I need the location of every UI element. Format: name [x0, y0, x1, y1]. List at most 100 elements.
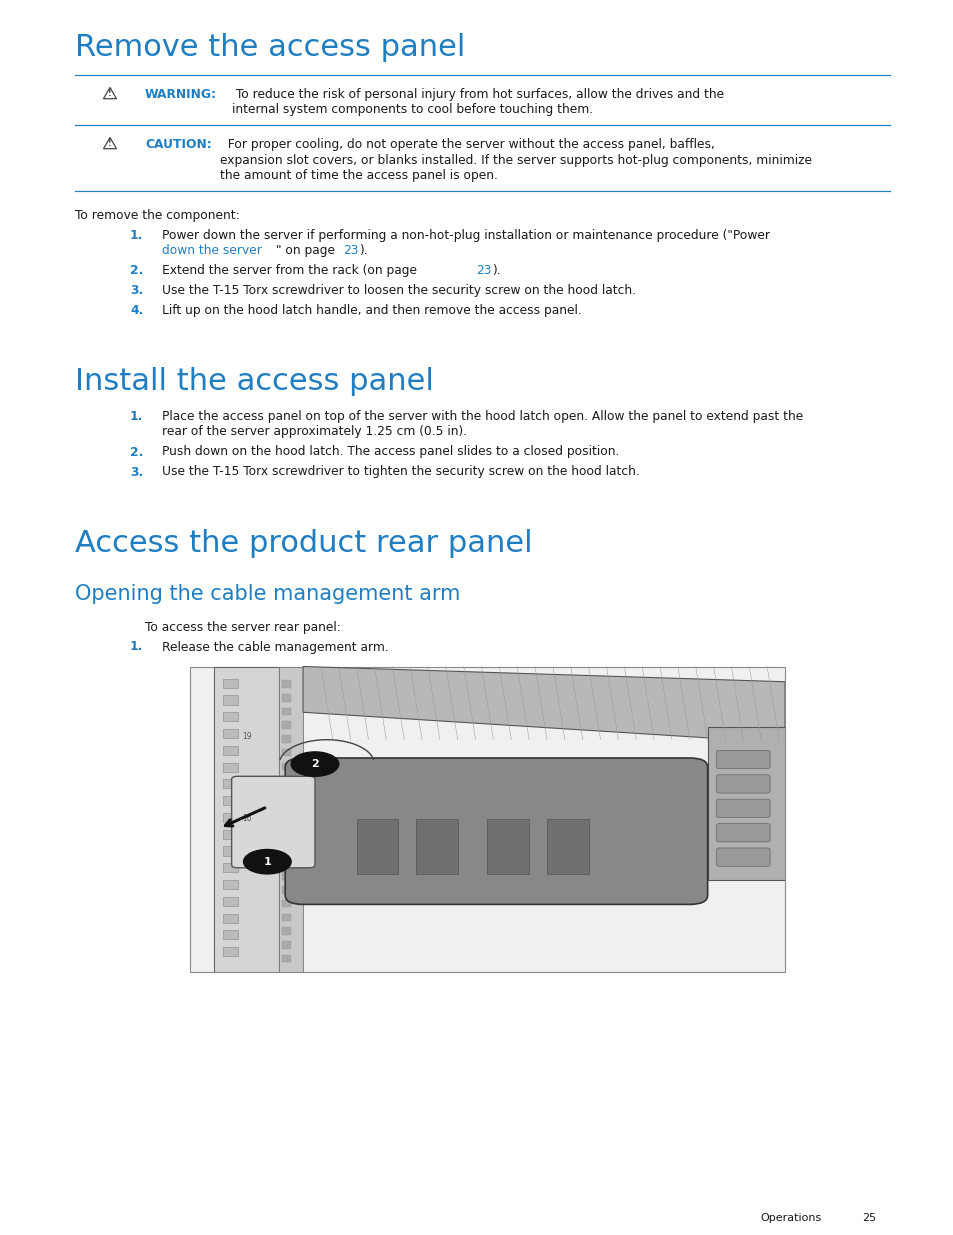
Text: 4.: 4.	[130, 304, 143, 317]
Bar	[222, 947, 237, 956]
Bar	[282, 872, 291, 881]
Text: To remove the component:: To remove the component:	[75, 209, 239, 221]
Bar	[282, 845, 291, 852]
Text: Remove the access panel: Remove the access panel	[75, 33, 465, 62]
Bar	[222, 797, 237, 805]
FancyBboxPatch shape	[232, 777, 314, 868]
Bar	[282, 927, 291, 935]
Bar	[282, 831, 291, 839]
Text: Release the cable management arm.: Release the cable management arm.	[162, 641, 388, 653]
Bar	[282, 790, 291, 798]
Text: To access the server rear panel:: To access the server rear panel:	[145, 620, 340, 634]
Bar	[356, 819, 397, 874]
Bar	[222, 729, 237, 739]
Text: ).: ).	[492, 264, 500, 277]
Bar	[282, 694, 291, 701]
Text: WARNING:: WARNING:	[145, 88, 216, 101]
FancyBboxPatch shape	[716, 848, 769, 866]
FancyBboxPatch shape	[285, 758, 707, 904]
Text: 2: 2	[311, 760, 318, 769]
Bar	[282, 955, 291, 962]
Text: Lift up on the hood latch handle, and then remove the access panel.: Lift up on the hood latch handle, and th…	[162, 304, 581, 317]
Text: expansion slot covers, or blanks installed. If the server supports hot-plug comp: expansion slot covers, or blanks install…	[220, 153, 811, 167]
Circle shape	[243, 850, 291, 874]
Bar	[282, 941, 291, 948]
Text: 2.: 2.	[130, 264, 143, 277]
Text: Access the product rear panel: Access the product rear panel	[75, 529, 532, 557]
FancyBboxPatch shape	[716, 824, 769, 842]
Bar	[282, 748, 291, 757]
Bar	[222, 881, 237, 889]
Text: internal system components to cool before touching them.: internal system components to cool befor…	[232, 104, 593, 116]
Polygon shape	[303, 667, 784, 742]
Bar	[222, 762, 237, 772]
Text: 23: 23	[476, 264, 491, 277]
Bar	[190, 667, 784, 972]
Text: Push down on the hood latch. The access panel slides to a closed position.: Push down on the hood latch. The access …	[162, 446, 618, 458]
Text: rear of the server approximately 1.25 cm (0.5 in).: rear of the server approximately 1.25 cm…	[162, 426, 467, 438]
Text: 1.: 1.	[130, 410, 143, 424]
Bar	[222, 914, 237, 923]
Text: Use the T-15 Torx screwdriver to tighten the security screw on the hood latch.: Use the T-15 Torx screwdriver to tighten…	[162, 466, 639, 478]
Bar	[282, 885, 291, 894]
Text: !: !	[108, 89, 112, 99]
Text: 16: 16	[241, 815, 251, 824]
Text: 19: 19	[241, 732, 251, 741]
Text: Power down the server if performing a non-hot-plug installation or maintenance p: Power down the server if performing a no…	[162, 228, 769, 242]
Bar	[282, 804, 291, 811]
Bar	[282, 900, 291, 908]
Bar	[222, 695, 237, 705]
Text: Opening the cable management arm: Opening the cable management arm	[75, 584, 460, 604]
Bar	[222, 813, 237, 823]
Bar	[222, 897, 237, 906]
Text: Use the T-15 Torx screwdriver to loosen the security screw on the hood latch.: Use the T-15 Torx screwdriver to loosen …	[162, 284, 636, 296]
Text: ).: ).	[358, 245, 367, 257]
Bar	[282, 762, 291, 771]
Text: " on page: " on page	[275, 245, 338, 257]
Bar	[222, 779, 237, 788]
Bar	[282, 914, 291, 921]
Bar	[487, 819, 529, 874]
Bar	[546, 819, 588, 874]
Text: CAUTION:: CAUTION:	[145, 138, 212, 151]
Bar	[282, 721, 291, 729]
Bar	[213, 667, 279, 972]
Bar	[282, 735, 291, 742]
Circle shape	[291, 752, 338, 777]
Bar	[282, 777, 291, 784]
Bar	[222, 746, 237, 755]
Text: Operations: Operations	[760, 1213, 821, 1223]
Text: 23: 23	[343, 245, 358, 257]
Bar	[707, 727, 784, 881]
Text: down the server: down the server	[162, 245, 262, 257]
FancyBboxPatch shape	[716, 799, 769, 818]
Bar	[282, 680, 291, 688]
Text: Extend the server from the rack (on page: Extend the server from the rack (on page	[162, 264, 420, 277]
Text: For proper cooling, do not operate the server without the access panel, baffles,: For proper cooling, do not operate the s…	[220, 138, 714, 151]
Text: Install the access panel: Install the access panel	[75, 367, 434, 396]
Bar	[282, 708, 291, 715]
Bar	[222, 863, 237, 872]
Bar	[279, 667, 303, 972]
Text: 3.: 3.	[130, 284, 143, 296]
Text: 1.: 1.	[130, 641, 143, 653]
Bar	[222, 830, 237, 839]
Text: 25: 25	[862, 1213, 875, 1223]
Text: 1.: 1.	[130, 228, 143, 242]
Text: 2.: 2.	[130, 446, 143, 458]
Bar	[416, 819, 457, 874]
Bar	[222, 846, 237, 856]
Text: the amount of time the access panel is open.: the amount of time the access panel is o…	[220, 169, 497, 182]
Text: Place the access panel on top of the server with the hood latch open. Allow the : Place the access panel on top of the ser…	[162, 410, 802, 424]
Text: 3.: 3.	[130, 466, 143, 478]
Bar	[282, 818, 291, 825]
Text: To reduce the risk of personal injury from hot surfaces, allow the drives and th: To reduce the risk of personal injury fr…	[232, 88, 723, 101]
Text: !: !	[108, 140, 112, 148]
Bar	[282, 858, 291, 866]
FancyBboxPatch shape	[716, 751, 769, 768]
Bar	[222, 930, 237, 940]
Bar	[222, 713, 237, 721]
Text: 1: 1	[263, 857, 271, 867]
FancyBboxPatch shape	[716, 774, 769, 793]
Bar	[222, 679, 237, 688]
